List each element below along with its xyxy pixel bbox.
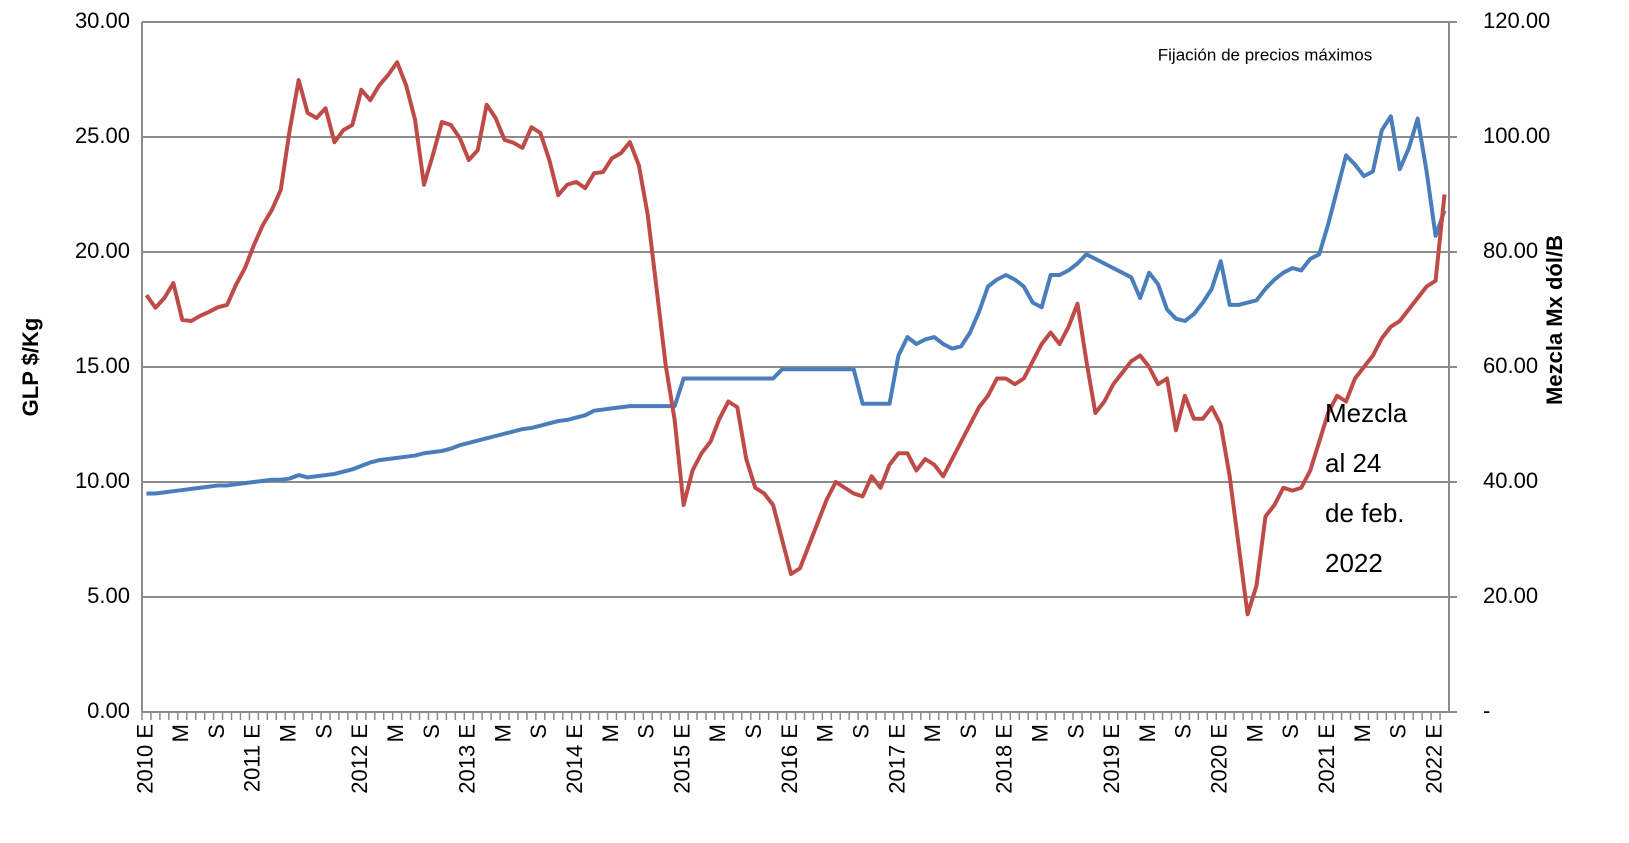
x-tick-label: S — [848, 724, 873, 739]
x-tick-label: S — [634, 724, 659, 739]
y-axis-title: GLP $/Kg — [18, 318, 43, 417]
x-tick-label: 2016 E — [777, 724, 802, 794]
annotation-line: de feb. — [1325, 498, 1405, 528]
x-tick-label: M — [168, 724, 193, 742]
x-tick-label: M — [598, 724, 623, 742]
x-tick-label: 2022 E — [1421, 724, 1446, 794]
series-line — [144, 60, 1447, 617]
x-tick-label: 2011 E — [240, 724, 265, 792]
x-tick-label: M — [490, 724, 515, 742]
x-tick-label: M — [1135, 724, 1160, 742]
x-tick-label: S — [526, 724, 551, 739]
y-tick-label: 15.00 — [75, 353, 130, 378]
annotation: Fijación de precios máximos — [1158, 45, 1372, 64]
x-tick-label: S — [1386, 724, 1411, 739]
x-tick-label: 2010 E — [132, 724, 157, 794]
x-tick-label: S — [1171, 724, 1196, 739]
y2-tick-label: 60.00 — [1483, 353, 1538, 378]
annotation-line: al 24 — [1325, 448, 1381, 478]
x-tick-label: S — [956, 724, 981, 739]
y-tick-label: 30.00 — [75, 8, 130, 33]
y-tick-label: 25.00 — [75, 123, 130, 148]
x-tick-label: M — [1242, 724, 1267, 742]
y2-tick-label: 20.00 — [1483, 583, 1538, 608]
x-tick-label: 2019 E — [1099, 724, 1124, 794]
y2-tick-label: 40.00 — [1483, 468, 1538, 493]
x-tick-label: S — [204, 724, 229, 739]
x-tick-label: 2017 E — [884, 724, 909, 794]
y2-tick-label: 100.00 — [1483, 123, 1550, 148]
series-line — [146, 114, 1447, 496]
x-tick-label: S — [419, 724, 444, 739]
x-tick-label: 2012 E — [347, 724, 372, 794]
x-tick-label: S — [1278, 724, 1303, 739]
y2-tick-label: 120.00 — [1483, 8, 1550, 33]
x-tick-label: 2013 E — [455, 724, 480, 794]
x-tick-label: 2015 E — [669, 724, 694, 794]
x-tick-label: M — [705, 724, 730, 742]
x-tick-label: S — [311, 724, 336, 739]
y-tick-label: 10.00 — [75, 468, 130, 493]
x-tick-label: S — [741, 724, 766, 739]
x-tick-label: 2014 E — [562, 724, 587, 794]
y2-tick-label: - — [1483, 698, 1490, 723]
x-tick-label: M — [920, 724, 945, 742]
y-tick-label: 20.00 — [75, 238, 130, 263]
annotation-line: 2022 — [1325, 548, 1383, 578]
x-tick-label: 2021 E — [1314, 724, 1339, 794]
x-tick-label: M — [813, 724, 838, 742]
y2-tick-label: 80.00 — [1483, 238, 1538, 263]
y-tick-label: 5.00 — [87, 583, 130, 608]
x-tick-label: M — [276, 724, 301, 742]
x-tick-label: 2020 E — [1207, 724, 1232, 794]
x-tick-label: M — [1350, 724, 1375, 742]
x-tick-label: M — [383, 724, 408, 742]
y2-axis-title: Mezcla Mx dól/B — [1542, 235, 1567, 405]
x-tick-label: M — [1027, 724, 1052, 742]
x-tick-label: S — [1063, 724, 1088, 739]
y-tick-label: 0.00 — [87, 698, 130, 723]
x-tick-label: 2018 E — [992, 724, 1017, 794]
annotation-line: Mezcla — [1325, 398, 1408, 428]
